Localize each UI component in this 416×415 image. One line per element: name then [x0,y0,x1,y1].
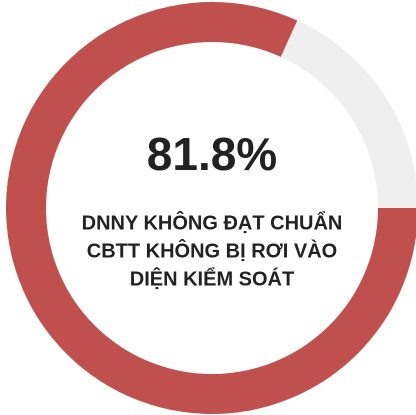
donut-segment [280,20,416,208]
donut [6,2,416,414]
label-line: CBTT KHÔNG BỊ RƠI VÀO [87,238,337,262]
value-label: 81.8% [147,128,277,180]
label-line: DNNY KHÔNG ĐẠT CHUẨN [82,210,343,234]
label-line: DIỆN KIỂM SOÁT [130,266,294,290]
